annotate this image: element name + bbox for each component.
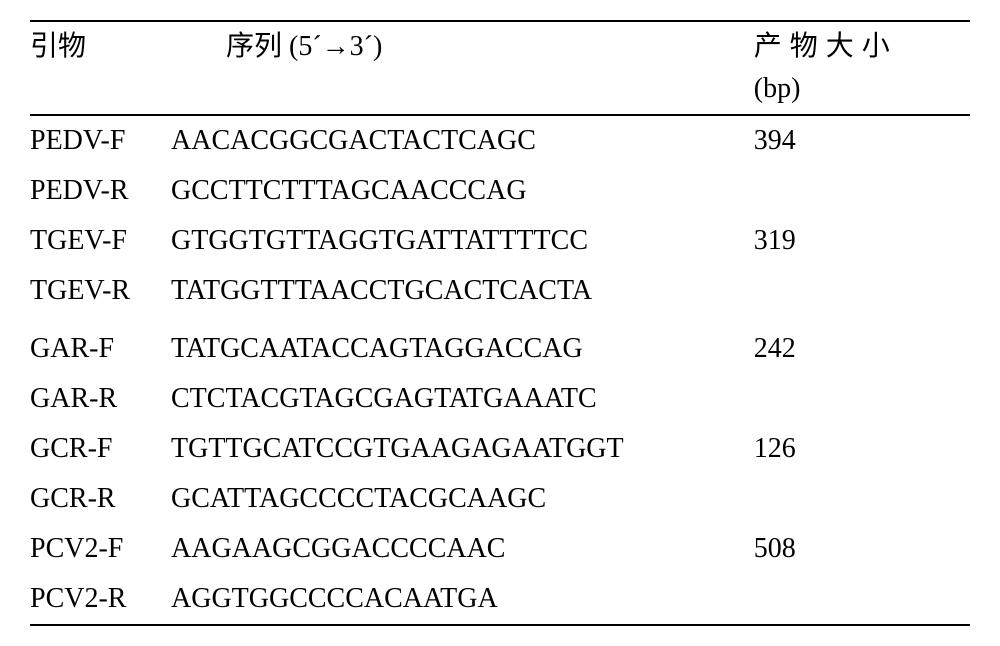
cell-sequence: TATGGTTTAACCTGCACTCACTA: [171, 266, 754, 316]
cell-sequence: AACACGGCGACTACTCAGC: [171, 115, 754, 166]
table-header-row: 引物 序列 (5´→3´) 产物大小 (bp): [30, 21, 970, 115]
table-row: PEDV-R GCCTTCTTTAGCAACCCAG: [30, 166, 970, 216]
table-row: PCV2-F AAGAAGCGGACCCCAAC 508: [30, 524, 970, 574]
cell-primer: GCR-F: [30, 424, 171, 474]
cell-size: [754, 166, 970, 216]
cell-sequence: TATGCAATACCAGTAGGACCAG: [171, 324, 754, 374]
cell-size: 126: [754, 424, 970, 474]
cell-sequence: GCCTTCTTTAGCAACCCAG: [171, 166, 754, 216]
cell-size: 319: [754, 216, 970, 266]
header-primer: 引物: [30, 21, 171, 115]
table-row: GCR-R GCATTAGCCCCTACGCAAGC: [30, 474, 970, 524]
header-sequence: 序列 (5´→3´): [171, 21, 754, 115]
primer-table: 引物 序列 (5´→3´) 产物大小 (bp) PEDV-F AACACGGCG…: [30, 20, 970, 626]
cell-primer: GAR-R: [30, 374, 171, 424]
cell-size: [754, 266, 970, 316]
header-size-unit: (bp): [754, 68, 970, 110]
cell-sequence: AAGAAGCGGACCCCAAC: [171, 524, 754, 574]
header-size-label: 产物大小: [754, 31, 898, 62]
cell-primer: TGEV-F: [30, 216, 171, 266]
cell-sequence: GTGGTGTTAGGTGATTATTTTCC: [171, 216, 754, 266]
cell-sequence: TGTTGCATCCGTGAAGAGAATGGT: [171, 424, 754, 474]
table-row: GAR-R CTCTACGTAGCGAGTATGAAATC: [30, 374, 970, 424]
table-row: PEDV-F AACACGGCGACTACTCAGC 394: [30, 115, 970, 166]
cell-size: [754, 574, 970, 625]
cell-size: [754, 374, 970, 424]
cell-primer: GCR-R: [30, 474, 171, 524]
table-row: TGEV-R TATGGTTTAACCTGCACTCACTA: [30, 266, 970, 316]
table-body: PEDV-F AACACGGCGACTACTCAGC 394 PEDV-R GC…: [30, 115, 970, 625]
table-spacer-row: [30, 316, 970, 324]
cell-size: 242: [754, 324, 970, 374]
cell-primer: TGEV-R: [30, 266, 171, 316]
cell-primer: PEDV-F: [30, 115, 171, 166]
cell-primer: GAR-F: [30, 324, 171, 374]
table-row: PCV2-R AGGTGGCCCCACAATGA: [30, 574, 970, 625]
cell-primer: PEDV-R: [30, 166, 171, 216]
table-row: GAR-F TATGCAATACCAGTAGGACCAG 242: [30, 324, 970, 374]
cell-sequence: CTCTACGTAGCGAGTATGAAATC: [171, 374, 754, 424]
table-row: TGEV-F GTGGTGTTAGGTGATTATTTTCC 319: [30, 216, 970, 266]
table-row: GCR-F TGTTGCATCCGTGAAGAGAATGGT 126: [30, 424, 970, 474]
cell-sequence: GCATTAGCCCCTACGCAAGC: [171, 474, 754, 524]
cell-sequence: AGGTGGCCCCACAATGA: [171, 574, 754, 625]
cell-size: [754, 474, 970, 524]
header-size: 产物大小 (bp): [754, 21, 970, 115]
cell-size: 508: [754, 524, 970, 574]
cell-primer: PCV2-F: [30, 524, 171, 574]
cell-primer: PCV2-R: [30, 574, 171, 625]
cell-size: 394: [754, 115, 970, 166]
